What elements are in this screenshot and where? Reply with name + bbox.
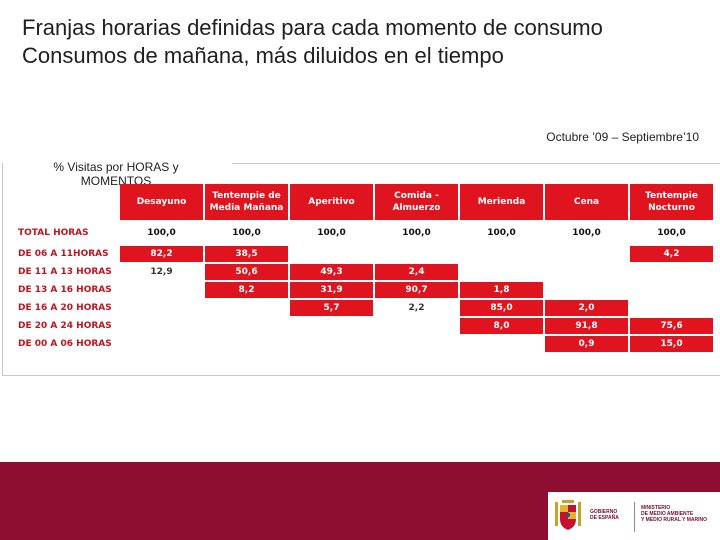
table-cell bbox=[290, 318, 373, 334]
table-cell: 15,0 bbox=[630, 336, 713, 352]
table-cell: 4,2 bbox=[630, 246, 713, 262]
table-cell: 31,9 bbox=[290, 282, 373, 298]
table-cell bbox=[630, 264, 713, 280]
table-cell: 100,0 bbox=[572, 228, 601, 238]
table-row: TOTAL HORAS 100,0 100,0 100,0 100,0 100,0 100,… bbox=[18, 222, 713, 244]
table-cell bbox=[205, 318, 288, 334]
column-header-line: Nocturno bbox=[648, 203, 695, 213]
title-line-1: Franjas horarias definidas para cada mom… bbox=[22, 15, 603, 40]
table-cell: 49,3 bbox=[290, 264, 373, 280]
table-cell: 91,8 bbox=[545, 318, 628, 334]
table-cell: 100,0 bbox=[487, 228, 516, 238]
table-cell: 82,2 bbox=[120, 246, 203, 262]
row-label: DE 13 A 16 HORAS bbox=[18, 285, 112, 295]
table-cell bbox=[290, 336, 373, 352]
table-cell bbox=[460, 264, 543, 280]
table-cell: 1,8 bbox=[460, 282, 543, 298]
table-row: DE 13 A 16 HORAS 8,2 31,9 90,7 1,8 bbox=[18, 282, 713, 298]
government-text: GOBIERNO DE ESPAÑA bbox=[590, 509, 619, 521]
column-header: Comida - Almuerzo bbox=[375, 184, 458, 220]
table-cell bbox=[545, 282, 628, 298]
table-cell: 5,7 bbox=[290, 300, 373, 316]
row-label: DE 20 A 24 HORAS bbox=[18, 321, 112, 331]
column-header-line: Merienda bbox=[477, 197, 526, 207]
table-cell bbox=[375, 246, 458, 262]
table-row: DE 06 A 11HORAS 82,2 38,5 4,2 bbox=[18, 246, 713, 262]
ministry-line-1: MINISTERIO bbox=[641, 505, 671, 511]
column-header-line: Media Mañana bbox=[209, 203, 284, 213]
table-cell bbox=[120, 300, 203, 316]
table-cell bbox=[460, 246, 543, 262]
column-header-line: Desayuno bbox=[136, 197, 187, 207]
table-cell: 85,0 bbox=[460, 300, 543, 316]
table-row: DE 00 A 06 HORAS 0,9 15,0 bbox=[18, 336, 713, 352]
column-header: Cena bbox=[545, 184, 628, 220]
header-row: Desayuno Tentempie de Media Mañana Aperitiv… bbox=[18, 184, 713, 220]
visits-table: Desayuno Tentempie de Media Mañana Aperitiv… bbox=[16, 182, 715, 354]
row-label: DE 11 A 13 HORAS bbox=[18, 267, 112, 277]
column-header: Tentempie Nocturno bbox=[630, 184, 713, 220]
government-line-2: DE ESPAÑA bbox=[590, 515, 619, 521]
table-cell bbox=[375, 318, 458, 334]
row-label: TOTAL HORAS bbox=[18, 228, 89, 238]
table-cell: 8,2 bbox=[205, 282, 288, 298]
table-cell bbox=[120, 336, 203, 352]
table-cell bbox=[375, 336, 458, 352]
table-row: DE 16 A 20 HORAS 5,7 2,2 85,0 2,0 bbox=[18, 300, 713, 316]
table-cell: 100,0 bbox=[232, 228, 261, 238]
government-line-1: GOBIERNO bbox=[590, 509, 618, 515]
column-header-line: Comida - bbox=[394, 191, 439, 201]
table-cell bbox=[205, 336, 288, 352]
table-cell: 2,4 bbox=[375, 264, 458, 280]
table-cell bbox=[120, 318, 203, 334]
table-cell: 2,0 bbox=[545, 300, 628, 316]
column-header: Aperitivo bbox=[290, 184, 373, 220]
column-header-line: Cena bbox=[573, 197, 600, 207]
row-label: DE 06 A 11HORAS bbox=[18, 249, 109, 259]
period-label: Octubre ’09 – Septiembre’10 bbox=[546, 130, 699, 144]
column-header: Desayuno bbox=[120, 184, 203, 220]
table-cell: 38,5 bbox=[205, 246, 288, 262]
row-label: DE 00 A 06 HORAS bbox=[18, 339, 112, 349]
table-cell bbox=[460, 336, 543, 352]
column-header-line: Tentempie de bbox=[212, 191, 281, 201]
table-cell: 12,9 bbox=[150, 267, 173, 277]
coat-of-arms-icon bbox=[555, 500, 581, 530]
ministry-line-3: Y MEDIO RURAL Y MARINO bbox=[641, 517, 708, 523]
logo-divider bbox=[634, 502, 635, 532]
column-header-line: Almuerzo bbox=[392, 203, 441, 213]
table-cell: 90,7 bbox=[375, 282, 458, 298]
column-header-line: Aperitivo bbox=[308, 197, 355, 207]
table-cell bbox=[545, 246, 628, 262]
panel-top-border bbox=[232, 163, 720, 164]
title-line-2: Consumos de mañana, más diluidos en el t… bbox=[22, 43, 504, 68]
table-cell bbox=[205, 300, 288, 316]
header-corner bbox=[18, 184, 118, 220]
table-cell: 100,0 bbox=[657, 228, 686, 238]
row-label: DE 16 A 20 HORAS bbox=[18, 303, 112, 313]
table-cell bbox=[630, 282, 713, 298]
column-header: Merienda bbox=[460, 184, 543, 220]
table-cell: 8,0 bbox=[460, 318, 543, 334]
table-cell: 50,6 bbox=[205, 264, 288, 280]
column-header-line: Tentempie bbox=[645, 191, 698, 201]
table-cell bbox=[120, 282, 203, 298]
table-cell bbox=[630, 300, 713, 316]
table-cell: 100,0 bbox=[402, 228, 431, 238]
table-row: DE 11 A 13 HORAS 12,9 50,6 49,3 2,4 bbox=[18, 264, 713, 280]
ministry-line-2: DE MEDIO AMBIENTE bbox=[641, 511, 694, 517]
table-cell bbox=[545, 264, 628, 280]
caption-line-1: % Visitas por HORAS y bbox=[53, 160, 179, 174]
table-cell: 100,0 bbox=[147, 228, 176, 238]
table-row: DE 20 A 24 HORAS 8,0 91,8 75,6 bbox=[18, 318, 713, 334]
table-cell: 0,9 bbox=[545, 336, 628, 352]
table-cell bbox=[290, 246, 373, 262]
slide-title: Franjas horarias definidas para cada mom… bbox=[22, 14, 603, 70]
ministry-text: MINISTERIO DE MEDIO AMBIENTE Y MEDIO RUR… bbox=[641, 505, 707, 523]
column-header: Tentempie de Media Mañana bbox=[205, 184, 288, 220]
government-logo: GOBIERNO DE ESPAÑA MINISTERIO DE MEDIO A… bbox=[548, 492, 720, 540]
table-cell: 2,2 bbox=[408, 303, 425, 313]
table-cell: 100,0 bbox=[317, 228, 346, 238]
table-cell: 75,6 bbox=[630, 318, 713, 334]
